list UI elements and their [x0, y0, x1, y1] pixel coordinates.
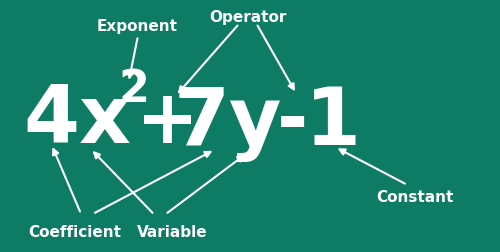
Text: Exponent: Exponent	[97, 19, 178, 34]
Text: Coefficient: Coefficient	[28, 224, 122, 239]
Text: Variable: Variable	[137, 224, 208, 239]
Text: +: +	[136, 86, 199, 159]
Text: Operator: Operator	[209, 10, 286, 25]
Text: 1: 1	[304, 83, 360, 161]
Text: 4x: 4x	[24, 82, 132, 160]
Text: Constant: Constant	[376, 189, 454, 204]
Text: -: -	[277, 86, 308, 159]
Text: 7y: 7y	[174, 83, 282, 161]
Text: 2: 2	[118, 68, 150, 111]
